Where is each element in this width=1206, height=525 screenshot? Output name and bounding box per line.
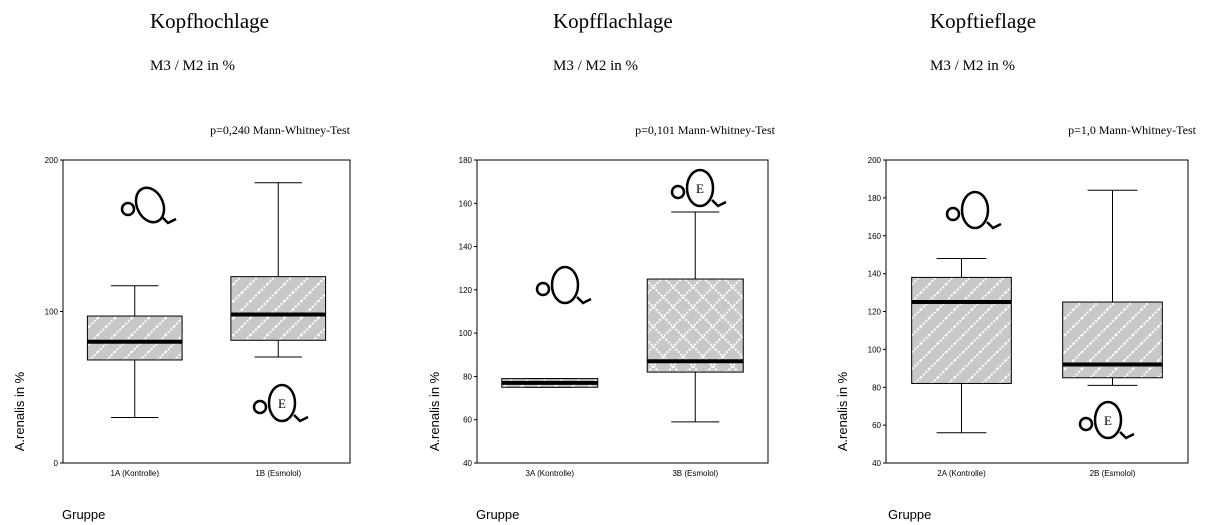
icon-tail xyxy=(577,297,591,303)
chart-subtitle: M3 / M2 in % xyxy=(930,58,1015,74)
icon-head xyxy=(962,192,988,228)
x-axis-label: Gruppe xyxy=(476,507,519,522)
y-axis-label: A.renalis in % xyxy=(427,371,442,451)
x-tick-label: 3A (Kontrolle) xyxy=(526,469,575,478)
icon: E xyxy=(672,170,726,206)
y-tick-label: 200 xyxy=(45,156,59,165)
y-axis-label: A.renalis in % xyxy=(835,371,850,451)
y-tick-label: 80 xyxy=(463,372,472,381)
y-tick-label: 140 xyxy=(868,270,882,279)
box xyxy=(231,277,326,341)
icon xyxy=(537,267,591,303)
box xyxy=(647,279,743,372)
x-tick-label: 3B (Esmolol) xyxy=(672,469,718,478)
x-tick-label: 2B (Esmolol) xyxy=(1090,469,1136,478)
y-tick-label: 180 xyxy=(459,156,473,165)
x-tick-label: 1B (Esmolol) xyxy=(255,469,301,478)
box xyxy=(87,316,182,360)
icon-ring xyxy=(1080,418,1092,430)
icon-tail xyxy=(987,222,1001,228)
y-tick-label: 80 xyxy=(872,383,881,392)
icon-label: E xyxy=(696,181,704,196)
y-tick-label: 0 xyxy=(54,459,59,468)
box xyxy=(912,277,1012,383)
y-tick-label: 100 xyxy=(868,345,882,354)
y-tick-label: 140 xyxy=(459,243,473,252)
y-tick-label: 40 xyxy=(872,459,881,468)
icon-ring xyxy=(537,283,549,295)
chart-title: Kopfflachlage xyxy=(553,9,673,33)
y-tick-label: 200 xyxy=(868,156,882,165)
x-tick-label: 2A (Kontrolle) xyxy=(937,469,986,478)
icon: E xyxy=(254,385,308,421)
page: Kopfhochlage M3 / M2 in % p=0,240 Mann-Whi… xyxy=(0,0,1206,525)
y-tick-label: 100 xyxy=(45,308,59,317)
chart-title: Kopfhochlage xyxy=(150,9,269,33)
chart-title: Kopftieflage xyxy=(930,9,1036,33)
y-tick-label: 160 xyxy=(459,199,473,208)
y-tick-label: 60 xyxy=(872,421,881,430)
chart-subtitle: M3 / M2 in % xyxy=(553,58,638,74)
annotation: p=1,0 Mann-Whitney-Test xyxy=(1068,123,1197,137)
icon-head xyxy=(552,267,578,303)
icon-tail xyxy=(294,415,308,421)
icon xyxy=(122,183,176,227)
chart-subtitle: M3 / M2 in % xyxy=(150,58,235,74)
icon-tail xyxy=(712,200,726,206)
icon-ring xyxy=(672,186,684,198)
y-tick-label: 60 xyxy=(463,416,472,425)
y-tick-label: 180 xyxy=(868,194,882,203)
x-axis-label: Gruppe xyxy=(888,507,931,522)
icon-ring xyxy=(947,208,959,220)
icon xyxy=(947,192,1001,228)
x-axis-label: Gruppe xyxy=(62,507,105,522)
annotation: p=0,240 Mann-Whitney-Test xyxy=(210,123,351,137)
icon-tail xyxy=(1120,432,1134,438)
y-axis-label: A.renalis in % xyxy=(12,371,27,451)
icon-label: E xyxy=(278,396,286,411)
y-tick-label: 160 xyxy=(868,232,882,241)
y-tick-label: 100 xyxy=(459,329,473,338)
icon-ring xyxy=(122,203,134,215)
y-tick-label: 120 xyxy=(459,286,473,295)
icon-tail xyxy=(162,217,176,223)
y-tick-label: 120 xyxy=(868,308,882,317)
icon: E xyxy=(1080,402,1134,438)
icon-label: E xyxy=(1104,413,1112,428)
annotation: p=0,101 Mann-Whitney-Test xyxy=(635,123,776,137)
y-tick-label: 40 xyxy=(463,459,472,468)
x-tick-label: 1A (Kontrolle) xyxy=(111,469,160,478)
icon-ring xyxy=(254,401,266,413)
